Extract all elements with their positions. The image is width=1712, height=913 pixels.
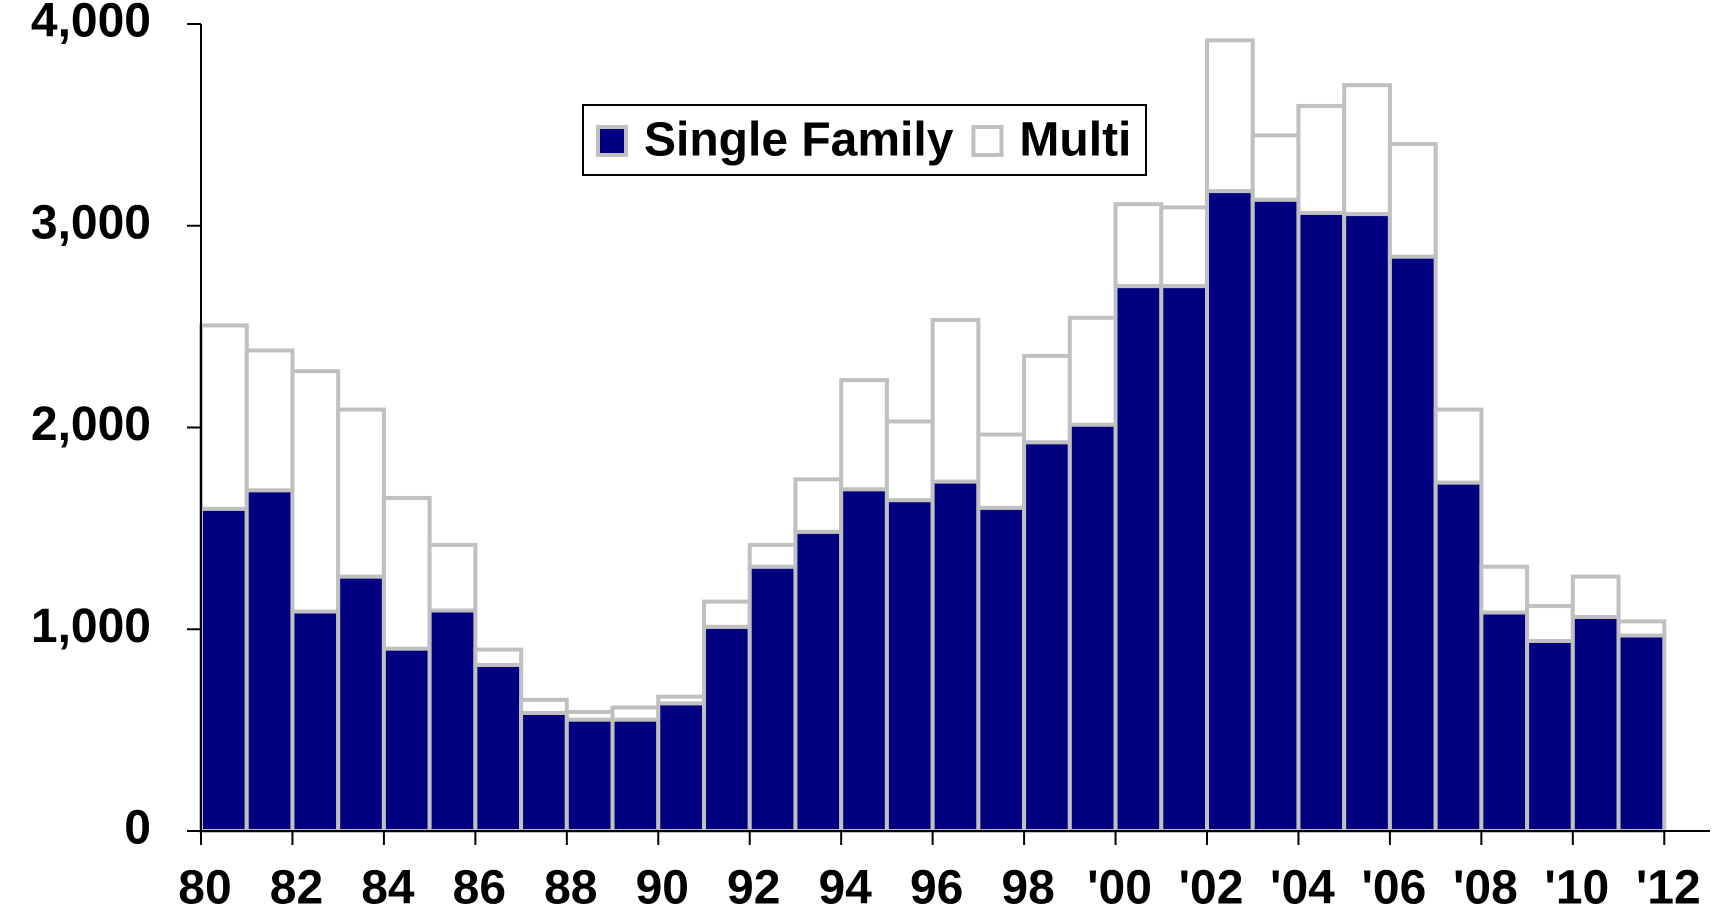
bar-segment [839, 487, 889, 833]
x-tick-label: '04 [1270, 862, 1335, 913]
bar-segment [1205, 189, 1255, 833]
bar-segment [1250, 133, 1301, 202]
x-tick-label: '00 [1087, 862, 1152, 913]
bar-segment [199, 506, 249, 833]
bar-segment [1479, 610, 1530, 834]
x-tick-label: '06 [1362, 862, 1427, 913]
bar-segment [656, 694, 706, 706]
bar-segment [610, 717, 661, 833]
bar-segment [793, 529, 844, 833]
bar-segment [336, 574, 386, 834]
bar-segment [702, 624, 752, 833]
bar-segment [519, 697, 569, 715]
legend-swatch [596, 125, 628, 157]
bar-segment [747, 542, 798, 569]
bar-segment [1159, 205, 1209, 289]
x-tick-label: '08 [1453, 862, 1518, 913]
x-tick-label: 98 [1001, 862, 1054, 913]
bar-segment [1387, 254, 1438, 833]
bar-segment [1205, 38, 1255, 194]
bar-segment [976, 505, 1027, 833]
bar-segment [1296, 103, 1347, 215]
x-tick-label: 80 [178, 862, 231, 913]
bar-segment [1525, 638, 1575, 833]
bar-segment [1296, 210, 1347, 833]
bar-segment [381, 646, 432, 833]
bar-segment [1067, 315, 1118, 427]
x-tick-label: 90 [636, 862, 689, 913]
bar-segment [381, 495, 432, 651]
x-tick-label: 96 [910, 862, 963, 913]
legend-swatch [971, 125, 1004, 157]
x-tick-label: '10 [1544, 862, 1609, 913]
bar-segment [1067, 422, 1118, 833]
bar-segment [244, 348, 295, 493]
y-tick-label: 2,000 [31, 398, 151, 451]
bar-segment [1250, 197, 1301, 833]
bar-segment [1616, 633, 1667, 834]
bar-segment [793, 477, 844, 534]
bar-segment [930, 317, 981, 484]
bar-segment [656, 701, 706, 833]
bar-segment [519, 710, 569, 834]
bar-segment [1616, 619, 1667, 638]
bar-segment [610, 705, 661, 722]
bar-segment [290, 369, 341, 614]
bar-segment [473, 647, 524, 667]
y-tick-label: 4,000 [31, 0, 151, 48]
bar-segment [1433, 407, 1484, 485]
bar-segment [884, 498, 935, 833]
bar-segment [930, 479, 981, 833]
bar-segment [1433, 480, 1484, 833]
bar-segment [1342, 212, 1392, 833]
bar-segment [1387, 142, 1438, 259]
x-tick-label: 82 [270, 862, 323, 913]
bar-segment [1159, 284, 1209, 833]
x-tick-label: 92 [727, 862, 780, 913]
bar-segment [1342, 83, 1392, 217]
bar-segment [1022, 353, 1072, 445]
bar-segment [1113, 284, 1164, 833]
x-tick-label: 84 [361, 862, 415, 913]
bar-segment [976, 432, 1027, 510]
legend-label: Single Family [644, 114, 954, 167]
bar-segment [1022, 440, 1072, 833]
legend-box [582, 104, 1147, 176]
bar-segment [336, 407, 386, 579]
bar-segment [1479, 564, 1530, 615]
y-tick-label: 1,000 [31, 600, 151, 653]
y-tick-label: 0 [124, 802, 151, 855]
bar-segment [244, 488, 295, 833]
bar-segment [564, 717, 615, 833]
bar-segment [473, 662, 524, 834]
legend-label: Multi [1019, 114, 1131, 167]
bar-segment [427, 542, 478, 613]
y-tick-label: 3,000 [31, 196, 151, 249]
bar-segment [1570, 614, 1621, 833]
bar-segment [427, 608, 478, 833]
x-tick-label: 88 [544, 862, 597, 913]
bar-segment [839, 378, 889, 492]
bar-segment [290, 609, 341, 833]
x-tick-label: 94 [818, 862, 872, 913]
bar-segment [199, 323, 249, 511]
bar-segment [1570, 574, 1621, 619]
bar-segment [747, 564, 798, 834]
bar-segment [1113, 202, 1164, 289]
bar-segment [1525, 604, 1575, 643]
bar-segment [884, 419, 935, 503]
bar-segment [564, 709, 615, 722]
x-tick-label: '02 [1179, 862, 1244, 913]
bar-segment [702, 599, 752, 629]
x-tick-label: 86 [453, 862, 506, 913]
x-tick-label: '12 [1636, 862, 1701, 913]
